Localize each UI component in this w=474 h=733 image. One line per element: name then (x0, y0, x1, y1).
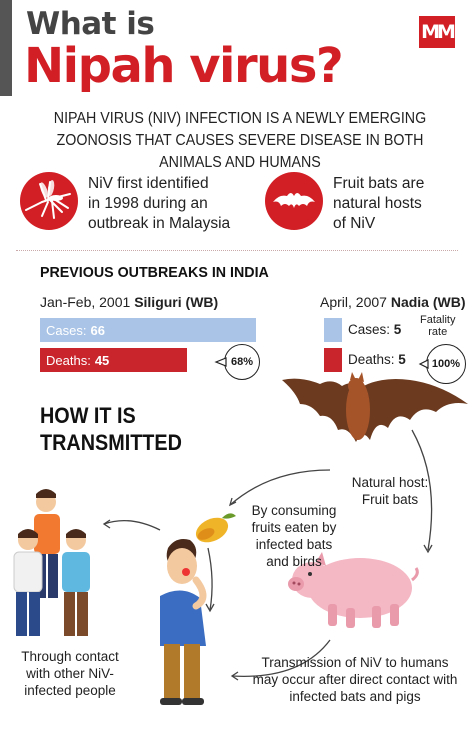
sick-man-illustration (160, 539, 207, 705)
nadia-cases-swatch (324, 318, 342, 342)
contact-people-label: Through contact with other NiV- infected… (8, 648, 132, 699)
nadia-fatality-badge: 100% (426, 344, 466, 384)
fact-malaysia: NiV first identified in 1998 during an o… (88, 174, 230, 234)
nadia-label: April, 2007 Nadia (WB) (320, 294, 466, 310)
consuming-line-3: infected bats (255, 537, 333, 552)
direct-contact-label: Transmission of NiV to humans may occur … (244, 654, 466, 705)
natural-host-heading: Natural host: (351, 475, 429, 490)
siliguri-deaths-value: 45 (94, 352, 110, 368)
divider-1 (16, 250, 458, 251)
nadia-deaths-value: 5 (398, 352, 406, 367)
nadia-date: April, 2007 (320, 294, 387, 310)
consuming-line-4: and birds (266, 554, 322, 569)
header-accent-bar (0, 0, 12, 96)
nadia-cases-value: 5 (393, 322, 402, 337)
nadia-cases-label: Cases: (348, 322, 391, 337)
siliguri-fatality-badge: 68% (224, 344, 260, 380)
mango-illustration (195, 513, 236, 543)
consuming-line-2: fruits eaten by (251, 520, 337, 535)
title-line-1: What is (26, 6, 155, 42)
nadia-deaths-label: Deaths: (348, 352, 395, 367)
natural-host-label: Natural host: Fruit bats (330, 474, 450, 508)
logo: MM (419, 16, 456, 48)
fact-malaysia-line-2: in 1998 during an (88, 195, 208, 212)
bat-icon (265, 172, 323, 230)
nadia-deaths-swatch (324, 348, 342, 372)
fact-fruit-bats: Fruit bats are natural hosts of NiV (333, 174, 424, 234)
fatality-rate-label: Fatality rate (420, 314, 455, 338)
contact-line-3: infected people (24, 683, 116, 698)
nadia-deaths: Deaths: 5 (348, 352, 406, 367)
siliguri-cases-label: Cases: (46, 322, 87, 338)
fact-bats-line-1: Fruit bats are (333, 175, 425, 192)
fact-bats-line-3: of NiV (333, 215, 376, 232)
contact-line-1: Through contact (21, 649, 119, 664)
contact-line-2: with other NiV- (26, 666, 114, 681)
people-group-illustration (13, 489, 90, 636)
consuming-line-1: By consuming (251, 503, 337, 518)
siliguri-label: Jan-Feb, 2001 Siliguri (WB) (40, 294, 218, 310)
direct-line-1: Transmission of NiV to humans (261, 655, 449, 670)
transmission-title-line-1: HOW IT IS (40, 403, 136, 428)
consuming-fruits-label: By consuming fruits eaten by infected ba… (236, 502, 352, 570)
siliguri-deaths-label: Deaths: (46, 352, 91, 368)
outbreaks-title: PREVIOUS OUTBREAKS IN INDIA (40, 264, 269, 281)
transmission-title: HOW IT IS TRANSMITTED (40, 402, 182, 456)
nadia-place: Nadia (WB) (390, 294, 466, 310)
natural-host-value: Fruit bats (361, 492, 419, 507)
bar-siliguri-cases: Cases: 66 (40, 318, 256, 342)
fact-malaysia-line-1: NiV first identified (88, 175, 209, 192)
direct-line-2: may occur after direct contact with (252, 672, 458, 687)
mosquito-icon (20, 172, 78, 230)
transmission-title-line-2: TRANSMITTED (40, 430, 182, 455)
direct-line-3: infected bats and pigs (289, 689, 421, 704)
fatality-label-line-2: rate (428, 326, 448, 338)
bar-siliguri-deaths: Deaths: 45 (40, 348, 188, 372)
fatality-label-line-1: Fatality (420, 314, 456, 326)
siliguri-place: Siliguri (WB) (134, 294, 219, 310)
nadia-cases: Cases: 5 (348, 322, 401, 337)
siliguri-date: Jan-Feb, 2001 (40, 294, 131, 310)
intro-text: NIPAH VIRUS (NIV) INFECTION IS A NEWLY E… (53, 110, 427, 171)
title-line-2: Nipah virus? (24, 38, 344, 94)
fact-bats-line-2: natural hosts (333, 195, 422, 212)
siliguri-cases-value: 66 (90, 322, 105, 338)
fact-malaysia-line-3: outbreak in Malaysia (88, 215, 231, 232)
